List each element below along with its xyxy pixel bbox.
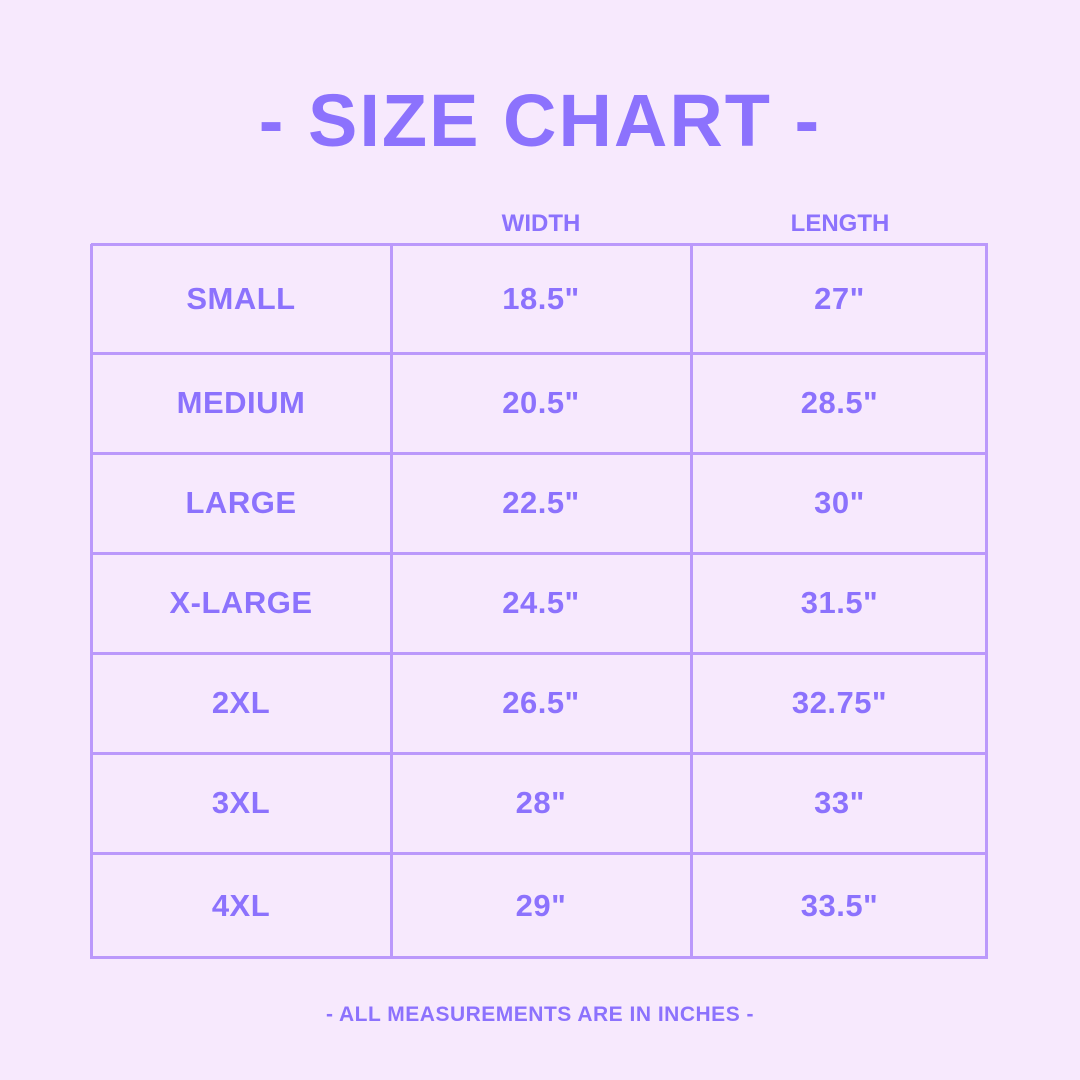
cell-width: 28" [515, 785, 567, 820]
grid-line-vertical [390, 244, 393, 959]
cell-length: 28.5" [800, 385, 879, 420]
page-title: - SIZE CHART - [258, 79, 822, 162]
grid-line-vertical [90, 244, 93, 959]
grid-line-horizontal [91, 652, 988, 655]
cell-width: 22.5" [502, 485, 580, 520]
cell-width: 20.5" [502, 385, 580, 420]
footer-note: - ALL MEASUREMENTS ARE IN INCHES - [325, 1003, 755, 1026]
cell-size: SMALL [186, 280, 296, 316]
cell-width: 26.5" [502, 685, 580, 720]
cell-size: 3XL [211, 785, 271, 820]
cell-length: 32.75" [791, 685, 888, 720]
grid-line-horizontal [91, 243, 988, 246]
cell-width: 24.5" [502, 585, 580, 620]
cell-width: 29" [515, 888, 567, 923]
grid-line-horizontal [91, 752, 988, 755]
column-header-width: WIDTH [501, 210, 581, 237]
grid-line-vertical [985, 244, 988, 959]
cell-length: 30" [814, 485, 865, 520]
size-table: SMALL 18.5" 27" MEDIUM 20.5" 28.5" LARGE 22.5" 3… [90, 243, 988, 959]
cell-size: MEDIUM [176, 385, 306, 420]
cell-length: 31.5" [800, 585, 879, 620]
cell-size: LARGE [185, 485, 297, 520]
cell-length: 33.5" [800, 888, 879, 923]
column-header-length: LENGTH [790, 210, 890, 237]
cell-size: 2XL [211, 685, 271, 720]
cell-size: X-LARGE [169, 585, 313, 620]
grid-line-horizontal [91, 552, 988, 555]
grid-line-vertical [690, 244, 693, 959]
grid-line-horizontal [91, 352, 988, 355]
grid-line-horizontal [91, 452, 988, 455]
grid-line-horizontal [91, 956, 988, 959]
cell-length: 33" [814, 785, 865, 820]
cell-size: 4XL [211, 888, 271, 923]
grid-line-horizontal [91, 852, 988, 855]
cell-length: 27" [814, 280, 865, 316]
cell-width: 18.5" [502, 280, 580, 316]
